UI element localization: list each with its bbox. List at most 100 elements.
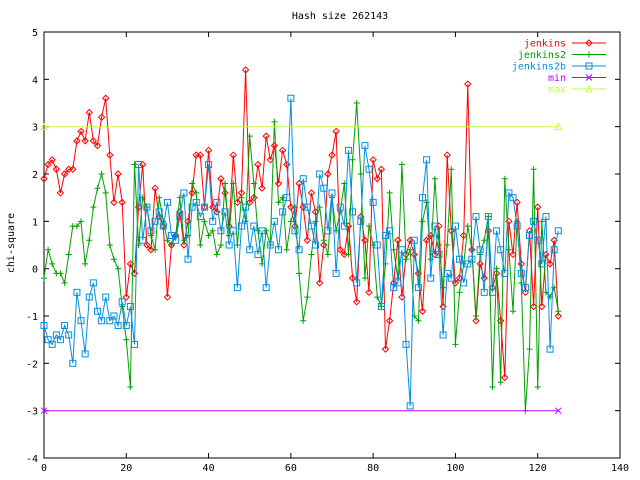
data-point bbox=[188, 203, 196, 211]
data-point bbox=[307, 189, 316, 197]
data-point bbox=[418, 307, 427, 315]
data-point bbox=[530, 217, 538, 225]
data-point bbox=[336, 246, 344, 254]
x-tick-label: 60 bbox=[285, 463, 297, 474]
data-point bbox=[526, 346, 533, 353]
data-point bbox=[131, 161, 138, 168]
data-point bbox=[534, 236, 542, 244]
data-point bbox=[295, 246, 303, 254]
data-point bbox=[501, 373, 509, 382]
y-tick-label: 3 bbox=[32, 123, 38, 134]
data-point bbox=[246, 198, 254, 207]
data-point bbox=[127, 384, 134, 390]
data-point bbox=[94, 185, 101, 192]
data-point bbox=[213, 251, 220, 258]
data-point bbox=[275, 246, 283, 254]
y-tick-label: -2 bbox=[26, 359, 38, 370]
data-point bbox=[250, 222, 258, 230]
data-point bbox=[481, 237, 488, 244]
data-point bbox=[135, 161, 143, 169]
data-point bbox=[394, 279, 402, 287]
data-point bbox=[48, 156, 56, 164]
data-point bbox=[61, 279, 68, 286]
data-point bbox=[510, 308, 517, 315]
data-point bbox=[365, 288, 373, 297]
data-point bbox=[370, 242, 377, 248]
data-point bbox=[447, 274, 455, 282]
data-point bbox=[254, 160, 262, 169]
data-point bbox=[468, 255, 476, 263]
data-point bbox=[480, 274, 488, 282]
data-point bbox=[377, 303, 385, 311]
y-axis-label: chi-square bbox=[6, 213, 17, 273]
data-point bbox=[373, 241, 381, 249]
data-point bbox=[115, 265, 122, 272]
data-point bbox=[213, 198, 221, 206]
data-point bbox=[208, 203, 217, 211]
data-point bbox=[57, 270, 64, 277]
data-point bbox=[200, 203, 208, 211]
data-point bbox=[407, 246, 414, 253]
data-point bbox=[529, 302, 538, 311]
data-point bbox=[303, 236, 312, 244]
data-point bbox=[93, 141, 102, 150]
legend-marker-min bbox=[585, 74, 593, 81]
data-point bbox=[410, 236, 418, 244]
data-point bbox=[40, 175, 48, 183]
data-point bbox=[176, 194, 183, 201]
y-tick-label: 4 bbox=[32, 75, 38, 86]
data-point bbox=[98, 171, 105, 177]
data-point bbox=[353, 279, 361, 287]
data-point bbox=[369, 156, 377, 164]
data-point bbox=[192, 198, 200, 206]
data-point bbox=[476, 260, 484, 268]
data-point bbox=[464, 223, 471, 230]
data-point bbox=[250, 180, 257, 187]
data-point bbox=[60, 170, 69, 178]
data-point bbox=[517, 260, 525, 268]
plot-frame bbox=[43, 31, 621, 459]
legend-marker-max bbox=[585, 84, 593, 93]
data-point bbox=[422, 236, 431, 244]
legend-marker-jenkins2b bbox=[585, 62, 593, 70]
data-point bbox=[69, 165, 77, 173]
data-point bbox=[77, 127, 85, 136]
data-point bbox=[497, 246, 505, 254]
data-point bbox=[340, 222, 348, 230]
data-point bbox=[300, 317, 307, 324]
data-point bbox=[431, 175, 438, 182]
data-point bbox=[390, 284, 398, 292]
data-point bbox=[163, 293, 172, 301]
data-point bbox=[312, 218, 319, 225]
data-point bbox=[349, 156, 356, 163]
data-point bbox=[222, 180, 229, 187]
data-point bbox=[447, 227, 456, 235]
data-point bbox=[377, 165, 386, 173]
data-point bbox=[65, 331, 73, 339]
data-point bbox=[546, 260, 554, 268]
data-point bbox=[464, 260, 472, 268]
data-point bbox=[295, 179, 303, 188]
legend-label-jenkins: jenkins bbox=[524, 39, 566, 50]
y-tick-label: 2 bbox=[32, 170, 38, 181]
data-point bbox=[472, 317, 480, 325]
data-point bbox=[431, 222, 439, 230]
data-point bbox=[406, 236, 414, 244]
data-point bbox=[110, 312, 118, 320]
legend-marker-jenkins2 bbox=[586, 51, 592, 58]
data-point bbox=[106, 151, 114, 159]
data-point bbox=[403, 256, 410, 263]
data-point bbox=[184, 255, 192, 263]
data-point bbox=[394, 236, 402, 244]
data-point bbox=[443, 269, 451, 277]
data-point bbox=[270, 217, 278, 225]
data-point bbox=[452, 341, 459, 348]
data-point bbox=[44, 336, 52, 344]
series-jenkins2 bbox=[41, 100, 562, 414]
data-point bbox=[97, 113, 106, 121]
data-point bbox=[554, 407, 562, 415]
data-point bbox=[464, 80, 472, 88]
data-point bbox=[456, 255, 464, 263]
data-point bbox=[534, 384, 541, 390]
